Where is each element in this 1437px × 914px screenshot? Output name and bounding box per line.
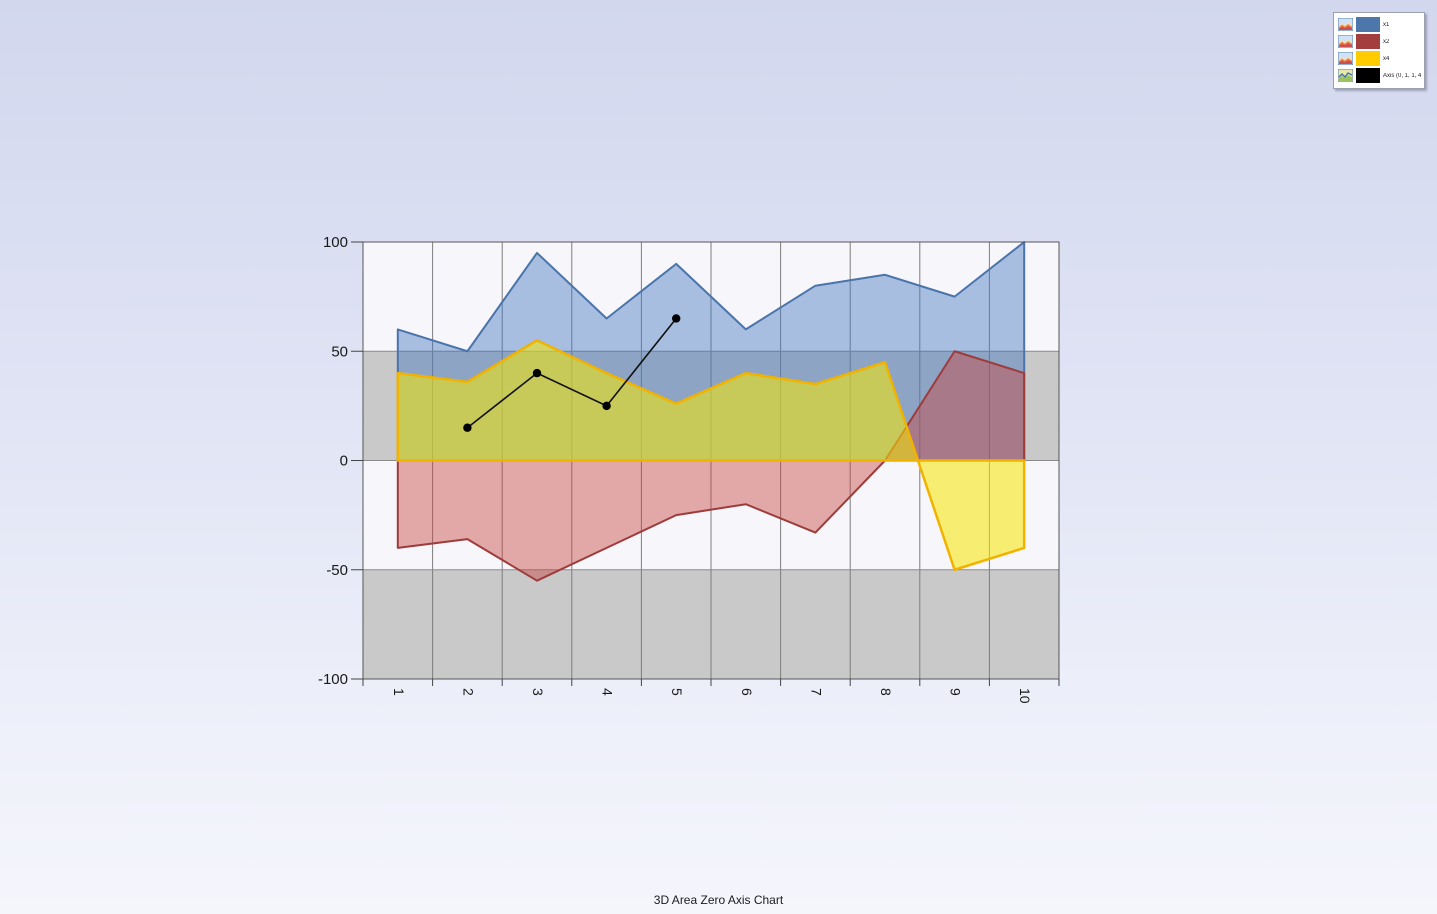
legend-swatch-axis bbox=[1356, 68, 1380, 83]
line-marker bbox=[532, 368, 542, 378]
legend-swatch-x4 bbox=[1356, 51, 1380, 66]
legend-item-x2[interactable]: x2 bbox=[1338, 33, 1421, 50]
x-axis-label: 1 bbox=[391, 688, 407, 696]
area-chart-icon bbox=[1338, 18, 1353, 31]
legend-label-x4: x4 bbox=[1383, 55, 1390, 62]
x-axis-label: 8 bbox=[878, 688, 894, 696]
line-chart-icon bbox=[1338, 69, 1353, 82]
area-chart-icon bbox=[1338, 52, 1353, 65]
line-series-axis bbox=[466, 317, 677, 429]
legend-item-x4[interactable]: x4 bbox=[1338, 50, 1421, 67]
y-axis-label: -100 bbox=[318, 671, 348, 688]
x-axis-label: 7 bbox=[808, 688, 824, 696]
y-axis-label: 100 bbox=[323, 234, 348, 251]
line-marker bbox=[463, 423, 472, 432]
x-axis-label: 10 bbox=[1017, 688, 1033, 704]
area-chart-icon bbox=[1338, 35, 1353, 48]
legend-swatch-x2 bbox=[1356, 34, 1380, 49]
legend-label-x1: x1 bbox=[1383, 21, 1390, 28]
chart-title: 3D Area Zero Axis Chart bbox=[653, 893, 784, 907]
line-marker bbox=[602, 401, 611, 411]
legend-label-x2: x2 bbox=[1383, 38, 1390, 45]
y-axis-label: 0 bbox=[340, 453, 348, 470]
x-axis-label: 3 bbox=[530, 688, 546, 696]
legend-swatch-x1 bbox=[1356, 17, 1380, 32]
legend-item-x1[interactable]: x1 bbox=[1338, 16, 1421, 33]
legend-item-axis[interactable]: Axis (0, 1, 1, 4) bbox=[1338, 67, 1421, 84]
y-axis-label: -50 bbox=[326, 562, 348, 579]
x-axis-label: 6 bbox=[739, 688, 755, 696]
x-axis-label: 5 bbox=[669, 688, 685, 696]
chart-legend: x1 x2 x4 Axis (0, 1, 1, 4) bbox=[1333, 12, 1425, 89]
legend-label-axis: Axis (0, 1, 1, 4) bbox=[1383, 72, 1421, 79]
x-axis-label: 9 bbox=[948, 688, 964, 696]
x-axis-label: 2 bbox=[460, 688, 476, 696]
y-axis-label: 50 bbox=[331, 343, 348, 360]
x-axis-label: 4 bbox=[600, 688, 616, 696]
line-marker bbox=[672, 314, 681, 323]
area-series-x4 bbox=[396, 339, 1026, 571]
